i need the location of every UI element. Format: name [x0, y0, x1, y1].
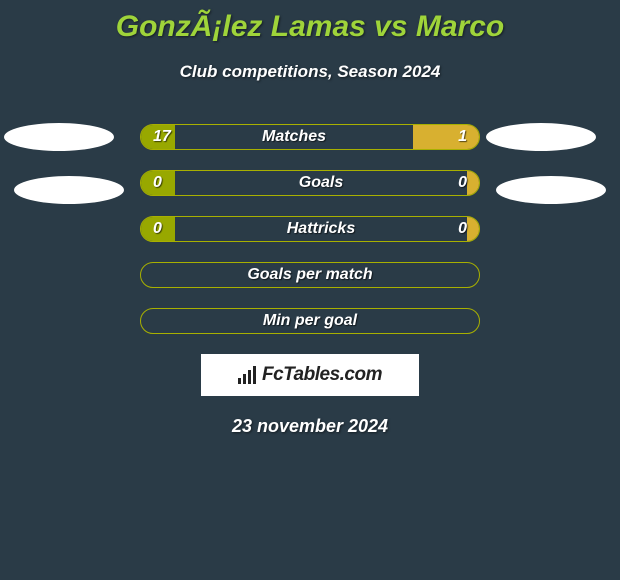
- stat-mid-seg: Min per goal: [141, 309, 479, 333]
- stat-left-value: 0: [153, 174, 162, 192]
- page-title: GonzÃ¡lez Lamas vs Marco: [0, 0, 620, 44]
- logo-text: FcTables.com: [262, 364, 382, 386]
- stats-rows: 17 Matches 1 0 Goals 0 0: [0, 124, 620, 354]
- stat-right-value: 0: [458, 174, 467, 192]
- stat-row-gpm: Goals per match: [0, 262, 620, 308]
- stat-row-goals: 0 Goals 0: [0, 170, 620, 216]
- stat-left-seg: 17: [141, 125, 175, 149]
- stat-row-mpg: Min per goal: [0, 308, 620, 354]
- stat-row-hattricks: 0 Hattricks 0: [0, 216, 620, 262]
- stat-right-seg: 1: [413, 125, 479, 149]
- stat-label: Goals: [299, 174, 343, 192]
- stat-right-seg: 0: [467, 171, 479, 195]
- stat-label: Hattricks: [287, 220, 355, 238]
- stat-mid-seg: Goals per match: [141, 263, 479, 287]
- stat-right-value: 0: [458, 220, 467, 238]
- date-label: 23 november 2024: [0, 416, 620, 437]
- stat-mid-seg: Matches: [175, 125, 413, 149]
- stat-mid-seg: Goals: [175, 171, 467, 195]
- stat-right-seg: 0: [467, 217, 479, 241]
- stat-left-seg: 0: [141, 171, 175, 195]
- stat-left-value: 17: [153, 128, 171, 146]
- subtitle: Club competitions, Season 2024: [0, 62, 620, 82]
- stat-row-matches: 17 Matches 1: [0, 124, 620, 170]
- logo-box: FcTables.com: [201, 354, 419, 396]
- stat-label: Min per goal: [263, 312, 357, 330]
- stat-label: Goals per match: [247, 266, 372, 284]
- stat-left-seg: 0: [141, 217, 175, 241]
- logo-bars-icon: [238, 366, 256, 384]
- stat-mid-seg: Hattricks: [175, 217, 467, 241]
- stat-label: Matches: [262, 128, 326, 146]
- stat-left-value: 0: [153, 220, 162, 238]
- stat-right-value: 1: [458, 128, 467, 146]
